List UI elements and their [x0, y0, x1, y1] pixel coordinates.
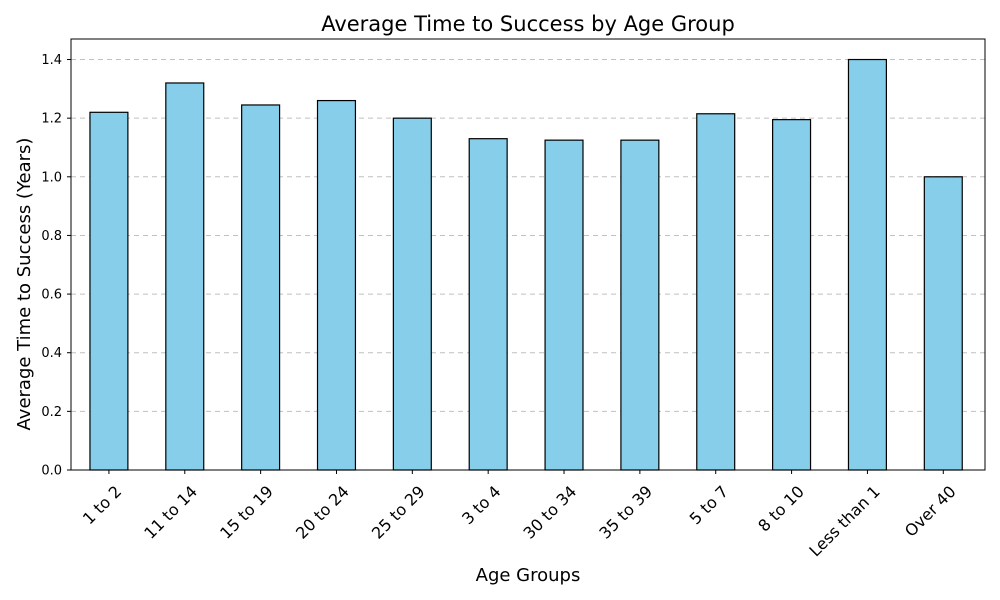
bar [468, 138, 508, 471]
y-tick-label: 0.4 [41, 346, 62, 361]
plot-frame [70, 38, 986, 471]
y-axis-label: Average Time to Success (Years) [14, 138, 35, 431]
bar [392, 117, 432, 471]
y-axis-ticks: 0.0 0.2 0.4 0.6 0.8 1.0 1.2 1.4 [41, 53, 71, 479]
bar [772, 119, 812, 471]
bar [923, 176, 963, 471]
y-tick-label: 1.0 [41, 170, 62, 185]
bar [165, 82, 205, 471]
x-axis-label: Age Groups [476, 565, 581, 586]
y-tick-label: 0.8 [41, 229, 62, 244]
x-axis-ticks: 1 to 2 11 to 14 15 to 19 20 to 24 25 to 29 3 … [79, 470, 960, 560]
y-tick-label: 0.2 [41, 405, 62, 420]
bar [544, 139, 584, 471]
x-tick-label: 8 to 10 [754, 482, 808, 536]
y-tick-label: 0.6 [41, 288, 62, 303]
x-tick-label: 11 to 14 [140, 482, 201, 543]
x-tick-label: 3 to 4 [458, 482, 504, 528]
x-tick-label: 25 to 29 [368, 482, 429, 543]
y-tick-label: 1.2 [41, 112, 62, 127]
x-tick-label: Less than 1 [805, 482, 883, 560]
bar [316, 99, 357, 471]
bar [89, 111, 129, 471]
x-tick-label: 5 to 7 [686, 482, 732, 528]
chart-title: Average Time to Success by Age Group [321, 12, 735, 36]
x-tick-label: Over 40 [901, 482, 960, 541]
x-tick-label: 20 to 24 [292, 482, 353, 543]
bar [620, 139, 660, 471]
bar [696, 113, 736, 471]
bar [241, 104, 281, 471]
x-tick-label: 15 to 19 [216, 482, 277, 543]
y-tick-label: 1.4 [41, 53, 62, 68]
x-tick-label: 30 to 34 [520, 482, 581, 543]
y-tick-label: 0.0 [41, 464, 62, 479]
bar [847, 58, 887, 471]
bars [89, 58, 963, 471]
x-tick-label: 1 to 2 [79, 482, 125, 528]
x-tick-label: 35 to 39 [595, 482, 656, 543]
